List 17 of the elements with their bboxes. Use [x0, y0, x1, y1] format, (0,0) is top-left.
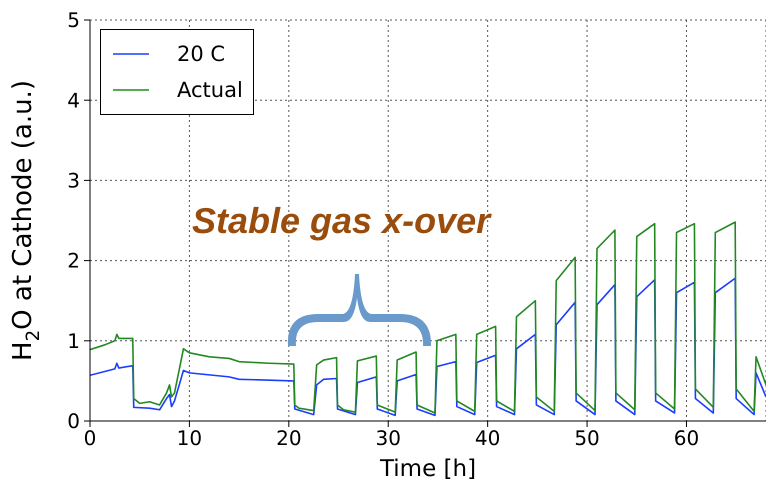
legend-label: 20 C: [177, 42, 226, 66]
x-tick-label: 60: [674, 426, 700, 450]
legend-label: Actual: [177, 78, 243, 102]
y-tick-label: 5: [67, 8, 80, 32]
y-tick-label: 3: [67, 168, 80, 192]
annotation: Stable gas x-over: [192, 200, 490, 242]
y-tick-label: 4: [67, 88, 80, 112]
x-tick-label: 10: [176, 426, 202, 450]
x-tick-label: 30: [376, 426, 401, 450]
x-tick-label: 40: [474, 426, 500, 450]
y-tick-label: 0: [67, 409, 80, 434]
x-tick-label: 50: [574, 426, 600, 450]
y-tick-label: 2: [67, 248, 80, 273]
x-tick-label: 0: [84, 426, 96, 450]
y-tick-label: 1: [67, 328, 80, 353]
x-axis-title: Time [h]: [378, 456, 476, 482]
x-tick-label: 20: [276, 426, 302, 450]
